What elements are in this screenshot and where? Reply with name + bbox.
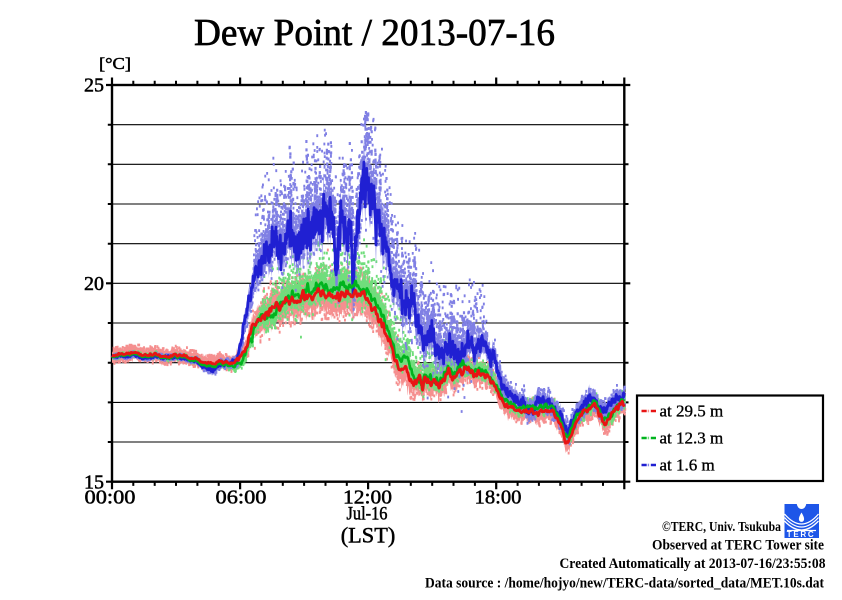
- svg-text:12:00: 12:00: [343, 487, 392, 509]
- svg-text:06:00: 06:00: [216, 487, 267, 509]
- svg-text:20: 20: [84, 273, 104, 295]
- svg-text:15: 15: [84, 472, 104, 494]
- svg-text:Jul-16: Jul-16: [347, 505, 388, 525]
- svg-text:©TERC, Univ. Tsukuba: ©TERC, Univ. Tsukuba: [662, 520, 781, 535]
- svg-text:at 29.5 m: at 29.5 m: [660, 402, 724, 421]
- svg-text:(LST): (LST): [341, 523, 396, 548]
- svg-text:at 1.6 m: at 1.6 m: [660, 456, 715, 475]
- svg-text:[°C]: [°C]: [99, 54, 131, 73]
- svg-text:Dew Point / 2013-07-16: Dew Point / 2013-07-16: [194, 12, 555, 54]
- svg-text:Observed at TERC Tower site: Observed at TERC Tower site: [652, 538, 824, 554]
- svg-text:Created Automatically at 2013-: Created Automatically at 2013-07-16/23:5…: [560, 556, 826, 572]
- svg-text:at 12.3 m: at 12.3 m: [660, 429, 724, 448]
- svg-text:25: 25: [84, 75, 104, 97]
- svg-text:00:00: 00:00: [85, 487, 136, 509]
- svg-text:Data source : /home/hojyo/new/: Data source : /home/hojyo/new/TERC-data/…: [425, 575, 824, 591]
- svg-text:TERC: TERC: [787, 530, 817, 539]
- svg-text:18:00: 18:00: [475, 487, 522, 509]
